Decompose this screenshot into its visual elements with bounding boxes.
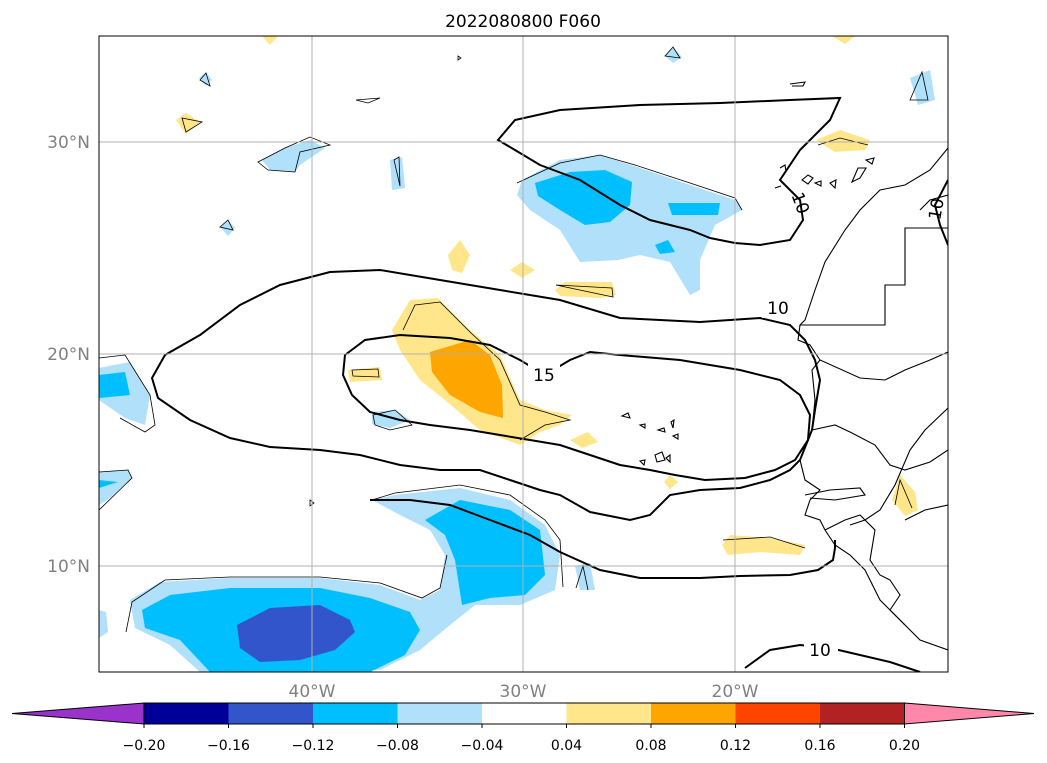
- map-frame: [98, 35, 949, 673]
- contour-label-10-bottom: 10: [809, 641, 831, 661]
- colorbar-tick-label: 0.12: [720, 738, 751, 754]
- anomaly-region: [99, 470, 132, 505]
- colorbar-tick-label: −0.04: [461, 738, 504, 754]
- colorbar-segment: [651, 703, 736, 724]
- anomaly-region: [655, 240, 675, 254]
- anomaly-region: [892, 475, 918, 516]
- anomaly-region: [722, 535, 805, 555]
- anomaly-region: [816, 130, 870, 152]
- colorbar-segment: [566, 703, 651, 724]
- anomaly-region: [262, 140, 325, 172]
- latitude-labels: 30°N 20°N 10°N: [47, 133, 90, 577]
- colorbar-segment: [313, 703, 398, 724]
- lat-label-30n: 30°N: [47, 133, 90, 153]
- colorbar-segment: [397, 703, 482, 724]
- anomaly-region: [570, 432, 598, 448]
- anomaly-region: [910, 70, 935, 105]
- lon-label-20w: 20°W: [712, 682, 759, 702]
- positive-anomaly-fills: [176, 36, 918, 555]
- anomaly-region: [99, 480, 118, 488]
- colorbar-segment: [482, 703, 567, 724]
- anomaly-region: [668, 203, 720, 215]
- anomaly-region: [664, 475, 678, 489]
- colorbar-outline: [143, 702, 905, 725]
- contour-label-10-e: 10: [925, 197, 948, 222]
- contour-label-15: 15: [533, 366, 555, 386]
- anomaly-region: [425, 500, 545, 605]
- colorbar-tick-label: −0.12: [292, 738, 335, 754]
- colorbar-tick-label: 0.08: [635, 738, 666, 754]
- colorbar-tick-label: −0.20: [123, 738, 166, 754]
- anomaly-region: [348, 367, 382, 382]
- lon-label-30w: 30°W: [500, 682, 547, 702]
- colorbar-tick-label: 0.16: [804, 738, 835, 754]
- contour-line-10-main: [150, 268, 822, 522]
- anomaly-region: [448, 240, 470, 273]
- contour-labels: 10 15 10 10 10: [528, 190, 948, 661]
- anomaly-region: [665, 47, 682, 63]
- contour-line-10-northeast: [496, 96, 842, 247]
- negative-anomaly-fills: [99, 47, 935, 672]
- anomaly-region: [832, 36, 855, 44]
- colorbar-tick-label: 0.04: [551, 738, 582, 754]
- lat-label-20n: 20°N: [47, 345, 90, 365]
- anomaly-region: [99, 372, 130, 398]
- colorbar-extend-high: [904, 702, 1035, 725]
- anomaly-region: [99, 610, 108, 638]
- colorbar: −0.20 −0.16 −0.12 −0.08 −0.04 0.04 0.08 0.12 0.1…: [11, 702, 1035, 754]
- colorbar-tick-label: −0.16: [207, 738, 250, 754]
- contour-label-10: 10: [767, 299, 789, 319]
- colorbar-tick-label: 0.20: [889, 738, 920, 754]
- colorbar-segment: [144, 703, 229, 724]
- colorbar-segment: [735, 703, 820, 724]
- map-title: 2022080800 F060: [445, 12, 601, 32]
- lat-label-10n: 10°N: [47, 557, 90, 577]
- map-area: 10 15 10 10 10: [99, 36, 948, 672]
- colorbar-extend-low: [11, 702, 145, 725]
- anomaly-region: [262, 36, 278, 45]
- contour-line-10-east: [933, 179, 948, 246]
- colorbar-segment: [228, 703, 313, 724]
- contour-line-10-south: [370, 499, 836, 579]
- anomaly-region: [535, 170, 632, 225]
- colorbar-tick-label: −0.08: [376, 738, 419, 754]
- colorbar-segment: [820, 703, 905, 724]
- anomaly-region: [237, 605, 355, 662]
- anomaly-region: [430, 340, 503, 418]
- longitude-labels: 40°W 30°W 20°W: [289, 682, 759, 702]
- gridlines: [99, 36, 948, 672]
- lon-label-40w: 40°W: [289, 682, 336, 702]
